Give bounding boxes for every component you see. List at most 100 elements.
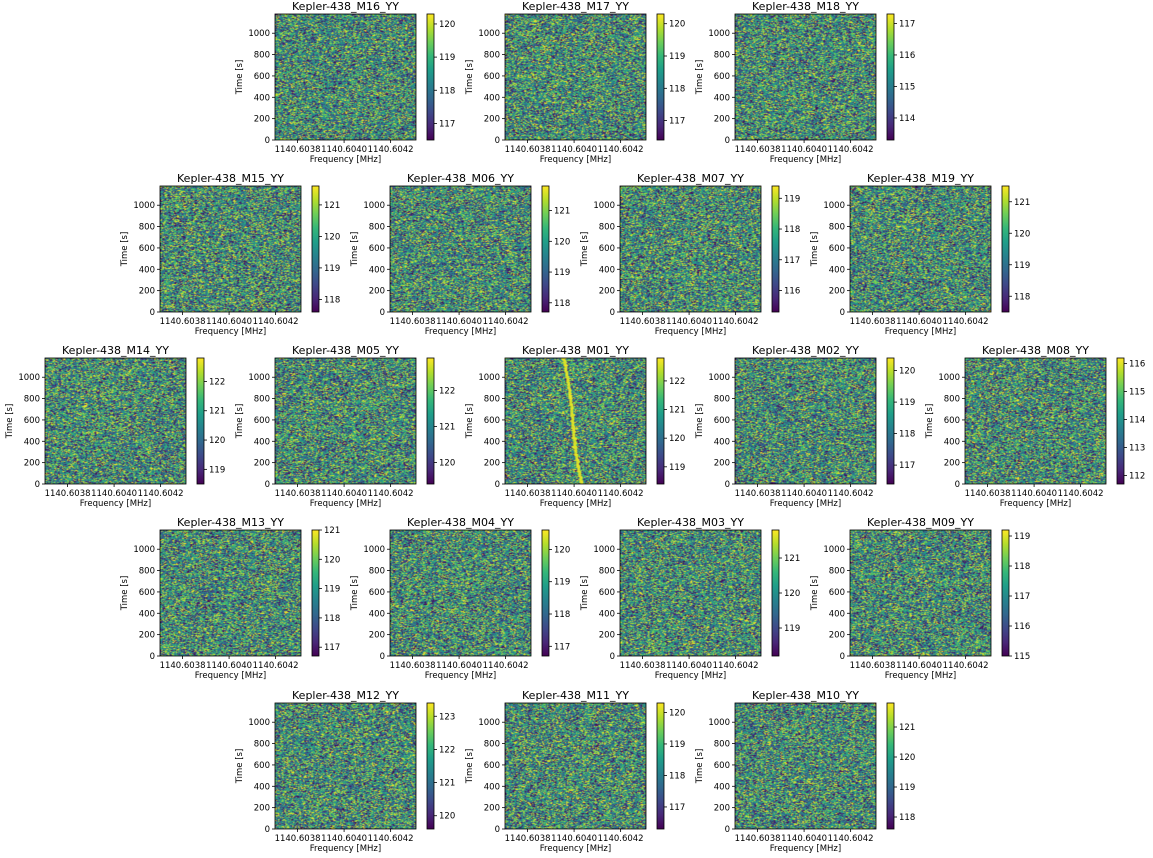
colorbar-tick-label: 116 [784, 286, 800, 296]
colorbar [1002, 530, 1009, 656]
panel-title: Kepler-438_M14_YY [62, 344, 169, 357]
colorbar-tick-label: 114 [1129, 416, 1145, 426]
panel-Kepler-438_M18_YY: Kepler-438_M18_YY 0 200 400 600 800 1000 1140.6… [695, 0, 915, 165]
axes-frame [274, 13, 417, 141]
colorbar [542, 530, 549, 656]
heatmap-image [735, 14, 876, 140]
y-tick-label: 1000 [593, 201, 615, 211]
colorbar-tick-label: 113 [1129, 444, 1145, 454]
panel-Kepler-438_M02_YY: Kepler-438_M02_YY 0 200 400 600 800 1000 1140.6… [695, 344, 915, 509]
y-axis-label: Time [s] [465, 749, 475, 785]
axes-frame [619, 185, 762, 313]
y-tick-label: 800 [944, 395, 960, 405]
colorbar-tick-label: 120 [439, 20, 455, 30]
y-axis-label: Time [s] [580, 576, 590, 612]
colorbar [657, 14, 664, 140]
x-tick-label: 1140.6040 [436, 661, 482, 671]
x-tick-label: 1140.6042 [1058, 489, 1104, 499]
panel-title: Kepler-438_M17_YY [522, 0, 629, 13]
colorbar-frame [1116, 357, 1125, 485]
y-tick-label: 600 [254, 761, 270, 771]
y-tick-label: 0 [380, 652, 385, 662]
colorbar-tick-label: 119 [784, 194, 800, 204]
x-tick-label: 1140.6038 [735, 145, 781, 155]
y-axis-label: Time [s] [810, 232, 820, 268]
colorbar [657, 703, 664, 829]
colorbar-tick-label: 120 [554, 237, 570, 247]
x-tick-label: 1140.6040 [781, 834, 827, 844]
panel-title: Kepler-438_M19_YY [867, 172, 974, 185]
y-tick-label: 800 [254, 51, 270, 61]
x-tick-label: 1140.6042 [368, 489, 414, 499]
heatmap-image [735, 358, 876, 484]
heatmap-image [390, 530, 531, 656]
y-tick-label: 1000 [478, 718, 500, 728]
colorbar-frame [311, 529, 320, 657]
y-tick-label: 200 [714, 115, 730, 125]
colorbar-tick-label: 122 [439, 745, 455, 755]
colorbar [887, 14, 894, 140]
panel-title: Kepler-438_M07_YY [637, 172, 744, 185]
y-tick-label: 1000 [133, 545, 155, 555]
y-axis-label: Time [s] [350, 232, 360, 268]
y-tick-label: 200 [944, 459, 960, 469]
x-tick-label: 1140.6042 [368, 145, 414, 155]
panel-title: Kepler-438_M09_YY [867, 516, 974, 529]
y-tick-label: 200 [369, 287, 385, 297]
colorbar-tick-label: 122 [209, 377, 225, 387]
colorbar-tick-label: 120 [439, 812, 455, 822]
x-tick-label: 1140.6042 [943, 661, 989, 671]
colorbar-frame [311, 185, 320, 313]
y-tick-label: 800 [484, 51, 500, 61]
y-tick-label: 800 [829, 223, 845, 233]
colorbar-tick-label: 118 [554, 299, 570, 309]
colorbar-frame [771, 185, 780, 313]
axes-frame [159, 529, 302, 657]
colorbar-tick-label: 118 [1014, 292, 1030, 302]
y-tick-label: 0 [150, 308, 155, 318]
y-tick-label: 200 [484, 115, 500, 125]
axes-frame [504, 357, 647, 485]
y-tick-label: 400 [139, 265, 155, 275]
y-tick-label: 200 [829, 631, 845, 641]
y-tick-label: 600 [254, 72, 270, 82]
colorbar-tick-label: 116 [899, 51, 915, 61]
panel-title: Kepler-438_M03_YY [637, 516, 744, 529]
axes-frame [504, 13, 647, 141]
panel-Kepler-438_M11_YY: Kepler-438_M11_YY 0 200 400 600 800 1000 1140.6… [465, 689, 685, 854]
x-tick-label: 1140.6040 [321, 145, 367, 155]
x-axis-label: Frequency [MHz] [540, 844, 611, 854]
y-tick-label: 0 [265, 480, 270, 490]
colorbar-frame [541, 185, 550, 313]
x-tick-label: 1140.6040 [321, 489, 367, 499]
colorbar-tick-label: 122 [439, 386, 455, 396]
y-tick-label: 1000 [248, 718, 270, 728]
y-tick-label: 800 [139, 567, 155, 577]
colorbar-tick-label: 121 [669, 406, 685, 416]
x-tick-label: 1140.6042 [713, 661, 759, 671]
colorbar-tick-label: 118 [669, 771, 685, 781]
x-tick-label: 1140.6042 [828, 145, 874, 155]
colorbar-tick-label: 123 [439, 712, 455, 722]
x-axis-label: Frequency [MHz] [655, 671, 726, 681]
colorbar-tick-label: 117 [899, 461, 915, 471]
x-tick-label: 1140.6038 [505, 145, 551, 155]
y-tick-label: 400 [369, 609, 385, 619]
colorbar [427, 14, 434, 140]
x-tick-label: 1140.6038 [735, 489, 781, 499]
colorbar-frame [886, 357, 895, 485]
x-tick-label: 1140.6038 [965, 489, 1011, 499]
colorbar-tick-label: 118 [554, 610, 570, 620]
y-axis-label: Time [s] [120, 576, 130, 612]
y-tick-label: 600 [829, 588, 845, 598]
colorbar-tick-label: 119 [784, 624, 800, 634]
y-axis-label: Time [s] [235, 404, 245, 440]
y-tick-label: 400 [829, 265, 845, 275]
y-tick-label: 600 [24, 416, 40, 426]
axes-frame [849, 529, 992, 657]
colorbar-tick-label: 118 [324, 295, 340, 305]
y-tick-label: 400 [714, 437, 730, 447]
y-tick-label: 1000 [708, 718, 730, 728]
y-tick-label: 1000 [248, 29, 270, 39]
colorbar [887, 358, 894, 484]
